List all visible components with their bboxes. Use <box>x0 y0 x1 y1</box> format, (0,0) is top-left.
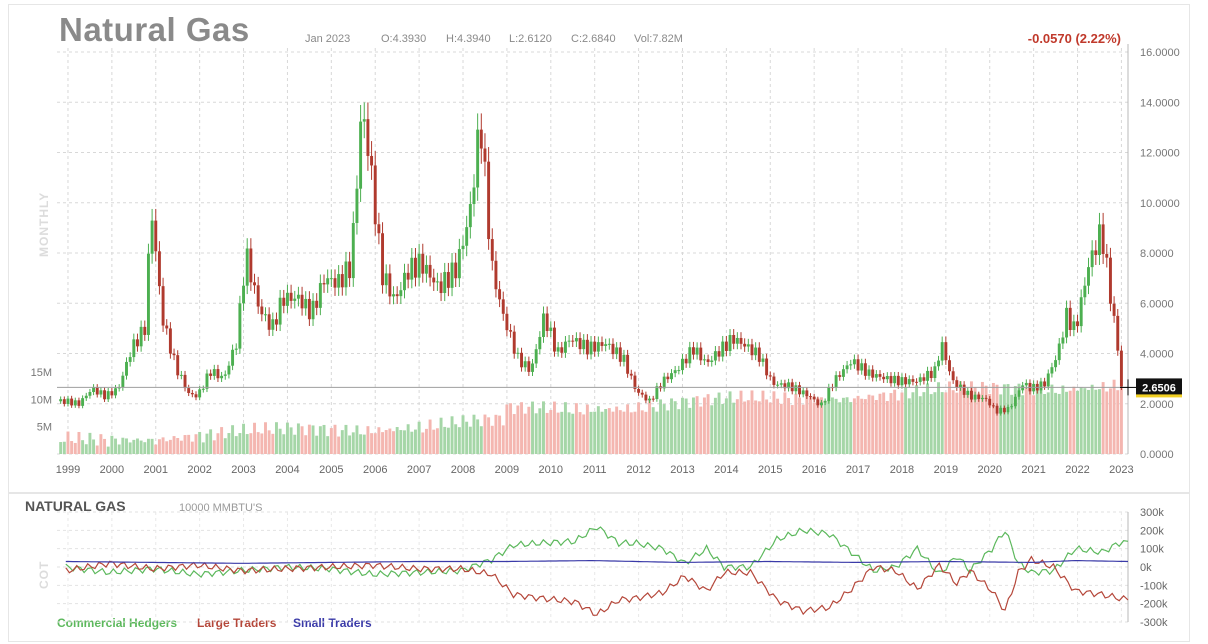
high-value: H:4.3940 <box>446 33 491 45</box>
close-value: C:2.6840 <box>571 33 616 45</box>
low-value: L:2.6120 <box>509 33 552 45</box>
legend-small-traders: Small Traders <box>293 616 372 630</box>
period-label: Jan 2023 <box>305 33 351 45</box>
open-value: O:4.3930 <box>381 33 427 45</box>
chart-title: Natural Gas <box>59 11 250 48</box>
cot-units: 10000 MMBTU'S <box>179 502 263 514</box>
cot-side-label: COT <box>37 560 51 589</box>
price-change: -0.0570 (2.22%) <box>1027 31 1121 46</box>
legend-commercial-hedgers: Commercial Hedgers <box>57 616 178 630</box>
legend-large-traders: Large Traders <box>197 616 277 630</box>
price-panel: Natural Gas Jan 2023 O:4.3930 H:4.3940 L… <box>8 4 1190 493</box>
timeframe-label: MONTHLY <box>37 191 51 257</box>
cot-title: NATURAL GAS <box>25 498 126 514</box>
volume-value: Vol:7.82M <box>634 33 683 45</box>
cot-panel: NATURAL GAS 10000 MMBTU'S COT Commercial… <box>8 493 1190 642</box>
